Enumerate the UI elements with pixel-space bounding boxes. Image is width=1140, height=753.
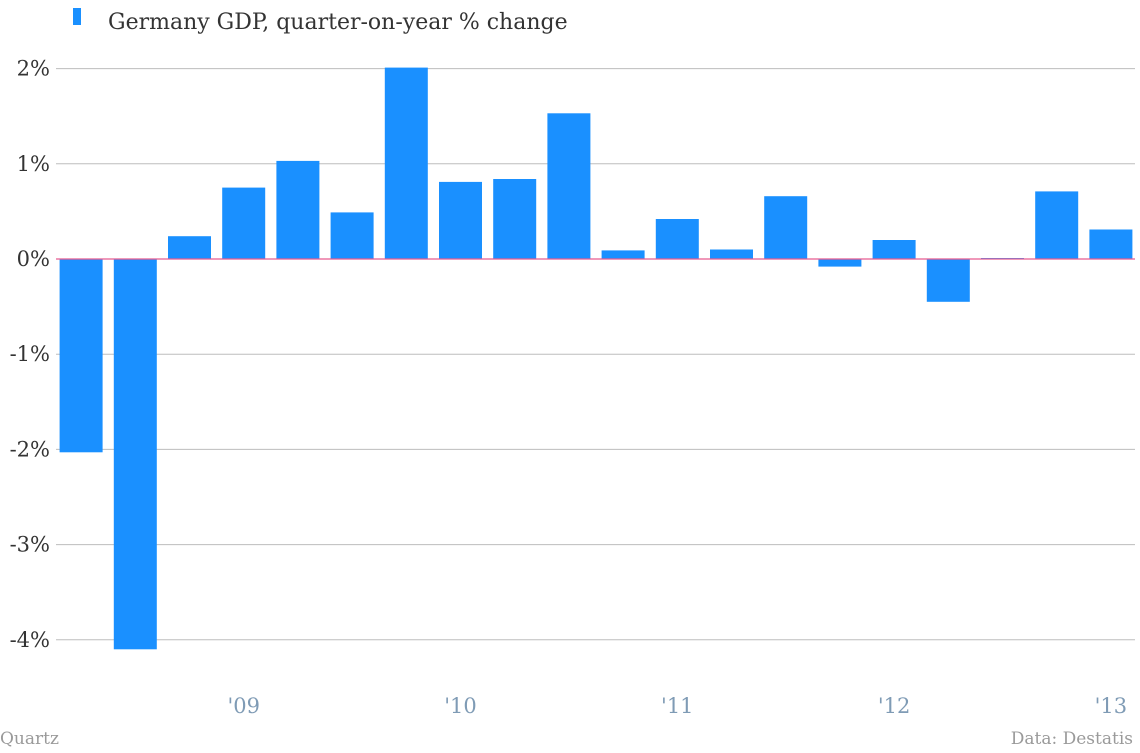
y-axis-tick-labels: 2% 1% 0% -1% -2% -3% -4% — [10, 57, 50, 652]
bar — [764, 196, 808, 259]
y-tick-label: 2% — [17, 57, 50, 81]
y-tick-label: -1% — [10, 342, 50, 366]
bar — [330, 212, 374, 259]
bar — [655, 219, 699, 259]
y-tick-label: -4% — [10, 628, 50, 652]
y-tick-label: 0% — [17, 247, 50, 271]
y-tick-label: 1% — [17, 152, 50, 176]
legend: Germany GDP, quarter-on-year % change — [73, 8, 568, 35]
x-tick-label: '13 — [1095, 694, 1128, 718]
bar — [710, 249, 753, 259]
bar — [818, 259, 862, 267]
bar — [547, 113, 591, 259]
x-tick-label: '10 — [444, 694, 477, 718]
bar — [872, 240, 916, 259]
bar — [1035, 191, 1079, 259]
y-tick-label: -3% — [10, 533, 50, 557]
legend-label: Germany GDP, quarter-on-year % change — [108, 10, 568, 35]
bar — [222, 187, 266, 259]
bar — [59, 259, 103, 453]
bar — [926, 259, 970, 302]
x-tick-label: '09 — [227, 694, 260, 718]
bar-layer — [59, 67, 1133, 650]
x-axis-tick-labels: '09 '10 '11 '12 '13 — [227, 694, 1127, 718]
y-tick-label: -2% — [10, 437, 50, 461]
source-credit: Quartz — [0, 729, 59, 749]
legend-swatch — [73, 8, 81, 25]
bar — [601, 250, 645, 259]
grid-layer — [56, 68, 1135, 641]
bar — [493, 179, 537, 259]
bar — [168, 236, 211, 259]
bar — [439, 181, 482, 259]
bar — [276, 160, 320, 259]
x-tick-label: '12 — [878, 694, 911, 718]
bar — [384, 67, 428, 259]
bar — [113, 259, 157, 650]
data-source-credit: Data: Destatis — [1011, 729, 1133, 749]
x-tick-label: '11 — [661, 694, 694, 718]
bar — [1089, 229, 1133, 259]
